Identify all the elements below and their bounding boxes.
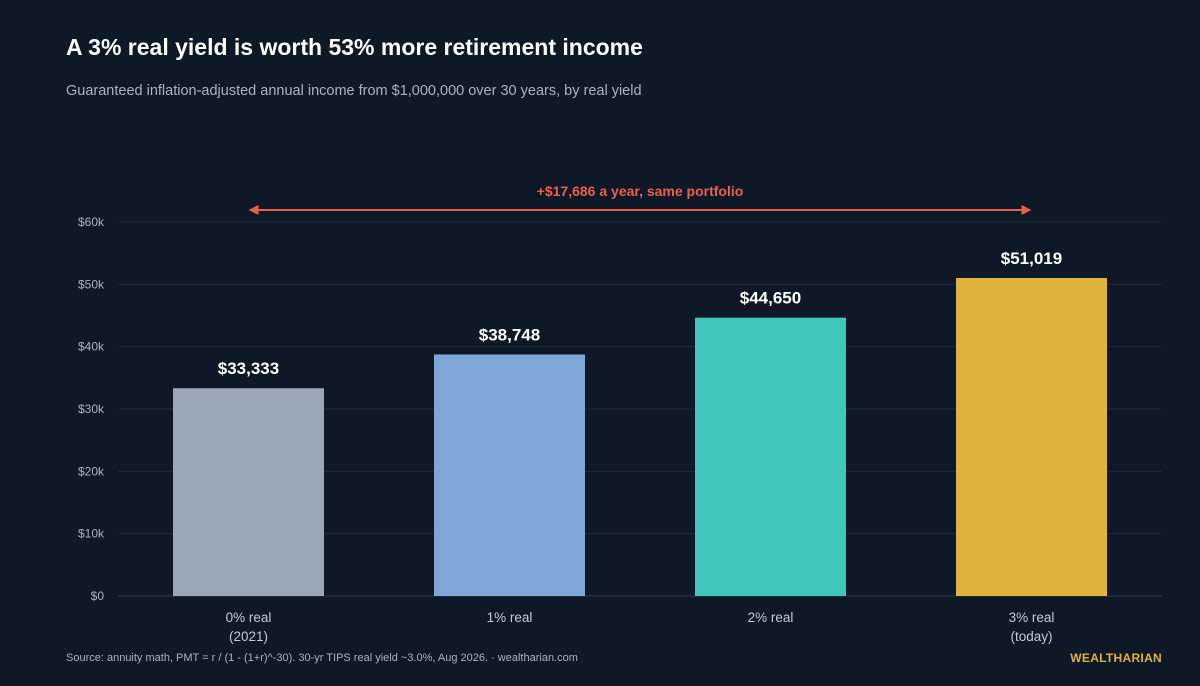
bar-value-label: $33,333 — [218, 359, 279, 378]
y-tick-label: $30k — [78, 402, 105, 416]
bar — [695, 317, 846, 596]
y-tick-label: $20k — [78, 464, 105, 478]
x-tick-label: 1% real — [487, 610, 533, 625]
bar — [956, 277, 1107, 596]
y-tick-label: $60k — [78, 215, 105, 229]
x-tick-label: 2% real — [748, 610, 794, 625]
x-tick-label: (today) — [1010, 629, 1052, 644]
y-tick-label: $40k — [78, 340, 105, 354]
bar-value-label: $44,650 — [740, 289, 801, 308]
bar-value-label: $38,748 — [479, 325, 540, 344]
bar-value-label: $51,019 — [1001, 249, 1062, 268]
arrowhead-right-icon — [1021, 205, 1032, 215]
y-tick-label: $10k — [78, 527, 105, 541]
x-tick-label: 3% real — [1009, 610, 1055, 625]
annotation-label: +$17,686 a year, same portfolio — [537, 183, 744, 199]
brand-logo-text: WEALTHARIAN — [1070, 651, 1162, 665]
y-tick-label: $50k — [78, 277, 105, 291]
bar — [434, 354, 585, 596]
chart-subtitle: Guaranteed inflation-adjusted annual inc… — [66, 83, 642, 99]
bar — [173, 388, 324, 596]
y-tick-label: $0 — [91, 589, 105, 603]
source-note: Source: annuity math, PMT = r / (1 - (1+… — [66, 652, 578, 664]
chart-title: A 3% real yield is worth 53% more retire… — [66, 34, 643, 60]
arrowhead-left-icon — [248, 205, 259, 215]
x-tick-label: (2021) — [229, 629, 268, 644]
x-tick-label: 0% real — [226, 610, 272, 625]
